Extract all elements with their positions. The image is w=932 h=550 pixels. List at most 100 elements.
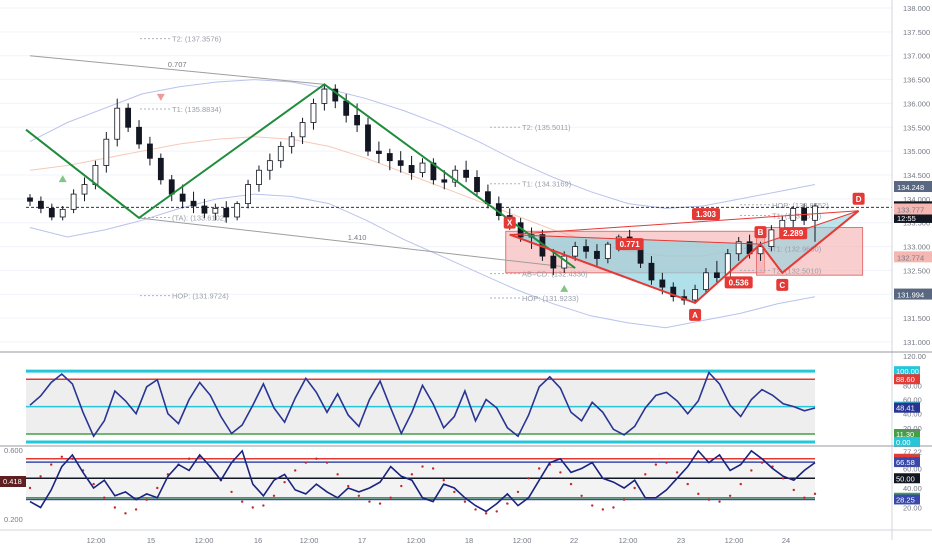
price-badge-label: 132.774 <box>897 253 924 262</box>
candle-body <box>288 136 295 147</box>
osc-left-badge-label: 0.418 <box>3 477 22 486</box>
osc-signal-dot <box>622 498 626 501</box>
osc-level-label: 0.00 <box>896 438 911 447</box>
osc-signal-dot <box>686 482 689 486</box>
osc-signal-dot <box>750 469 753 472</box>
buy-marker <box>560 284 569 292</box>
candle-body <box>572 246 579 257</box>
target-level-label: HOP: (131.9233) <box>522 294 579 303</box>
pattern-point-badge <box>852 192 865 205</box>
osc-signal-dot <box>728 494 732 497</box>
candle-body <box>299 122 306 138</box>
osc-signal-dot <box>559 471 562 474</box>
candle-body <box>790 207 797 221</box>
candle-body <box>245 184 251 205</box>
trend-ratio-label: 1.410 <box>348 233 367 242</box>
price-tick: 135.000 <box>903 147 930 156</box>
bb-lower <box>29 193 816 329</box>
price-axis: 138.000 137.500 137.000 136.500 136.000 135.5… <box>894 4 932 347</box>
osc-tick: 80.00 <box>903 381 922 390</box>
pattern-ratio-label: 2.289 <box>783 229 804 238</box>
candle-body <box>354 114 360 126</box>
osc-left-badge <box>0 476 26 487</box>
price-badge-label: 12:55 <box>897 214 916 223</box>
time-axis: 12:00 15 12:00 16 12:00 17 12:00 18 12:00 22 12:00… <box>87 536 791 545</box>
osc-signal-dot <box>156 486 159 490</box>
oscillator-1-pane: 100.0088.6050.0011.300.00120.0080.0060.0… <box>26 352 926 447</box>
osc-signal-dot <box>262 504 265 507</box>
osc-signal-dot <box>792 488 795 492</box>
osc-signal-dot <box>410 473 414 476</box>
time-tick: 23 <box>677 536 685 545</box>
candle-body <box>38 200 44 209</box>
bb-upper <box>29 79 816 209</box>
osc-signal-dot <box>187 457 191 460</box>
candle-body <box>27 197 33 202</box>
price-badge <box>894 203 932 215</box>
osc-signal-dot <box>283 480 286 484</box>
pattern-ratio-label: 0.536 <box>729 278 750 287</box>
osc-tick: 40.00 <box>903 410 922 419</box>
target-level-label: T2: (137.3576) <box>172 35 222 44</box>
osc-signal-dot <box>92 482 95 486</box>
osc-signal-dot <box>506 502 509 505</box>
candle-body <box>157 157 164 181</box>
time-tick: 12:00 <box>300 536 319 545</box>
osc-signal-dot <box>145 498 148 501</box>
osc-signal-dot <box>760 461 764 464</box>
osc-tick: 120.00 <box>903 352 926 361</box>
candle-body <box>735 241 742 255</box>
osc-signal-dot <box>315 457 318 460</box>
trend-ratio-label: 0.707 <box>168 60 187 69</box>
time-tick: 15 <box>147 536 155 545</box>
osc-tick: 20.00 <box>903 424 922 433</box>
osc-signal-dot <box>368 500 371 503</box>
candle-body <box>441 179 448 183</box>
candle-body <box>692 289 698 301</box>
time-tick: 12:00 <box>87 536 106 545</box>
osc-level-badge <box>894 473 920 484</box>
price-tick: 137.000 <box>903 52 930 61</box>
candle-body <box>70 193 77 210</box>
target-level-label: T2: (135.5011) <box>522 123 571 132</box>
pattern-point-labels: X A B C D 1.303 0.771 2.289 0.536 <box>503 192 865 321</box>
osc-signal-dot <box>50 463 53 466</box>
osc-signal-dot <box>718 500 721 503</box>
pattern-point-badge <box>689 308 702 321</box>
price-tick: 131.000 <box>903 338 930 347</box>
target-level-label: T2: (132.5010) <box>772 266 822 275</box>
price-tick: 136.000 <box>903 99 930 108</box>
osc-tick: 60.00 <box>903 396 922 405</box>
osc-signal-dot <box>803 496 806 499</box>
osc-signal-dot <box>60 455 64 458</box>
osc-level-label: 11.30 <box>896 430 914 439</box>
trend-line <box>138 217 576 269</box>
target-level-label: T1: (133.6516) <box>772 211 822 220</box>
osc-signal-dot <box>591 504 594 507</box>
osc-signal-dot <box>325 461 329 464</box>
time-tick: 12:00 <box>407 536 426 545</box>
osc-value-label: 48.41 <box>896 404 915 413</box>
osc-signal-dot <box>601 508 605 511</box>
osc-signal-dot <box>378 502 382 505</box>
target-level-label: HOP: (131.9724) <box>172 292 229 301</box>
osc-line <box>29 449 816 513</box>
target-level-label: AB=CD: (132.4330) <box>522 270 588 279</box>
osc-signal-dot <box>527 477 530 480</box>
time-tick: 18 <box>465 536 473 545</box>
osc-value-badge <box>894 402 920 413</box>
osc-level-badge <box>894 457 920 468</box>
pattern-point-badge <box>754 226 767 239</box>
price-tick: 133.000 <box>903 243 930 252</box>
osc-signal-dot <box>739 482 742 486</box>
target-level-label: T1: (135.8834) <box>172 105 222 114</box>
trend-lines: 0.707 1.410 <box>29 55 576 269</box>
candle-body <box>321 88 328 104</box>
osc-signal-dot <box>294 469 297 472</box>
candle-body <box>463 169 470 178</box>
pattern-point-label: X <box>507 219 513 228</box>
candle-body <box>190 200 197 207</box>
pattern-ratio-badge <box>615 238 644 251</box>
candle-body <box>266 160 273 171</box>
candle-body <box>659 279 666 288</box>
